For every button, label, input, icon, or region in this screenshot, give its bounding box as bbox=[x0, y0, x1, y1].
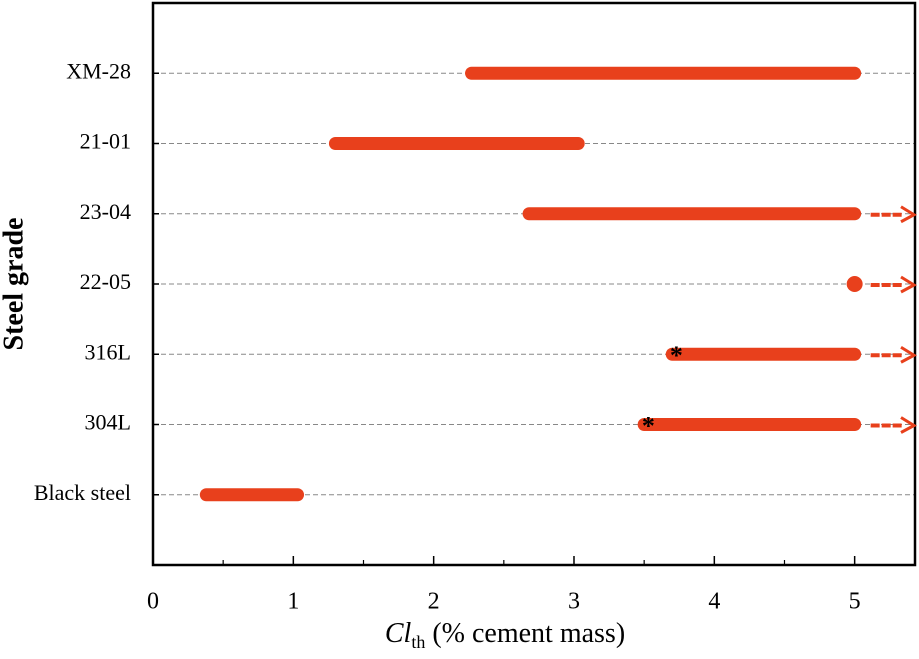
x-label-main: Cl bbox=[385, 618, 412, 649]
open-arrow-head bbox=[900, 416, 918, 434]
annotation: * bbox=[642, 411, 655, 440]
x-tick-label: 4 bbox=[708, 589, 720, 615]
x-tick-label: 3 bbox=[568, 589, 580, 615]
y-tick-label: 21-01 bbox=[80, 129, 131, 154]
x-tick-label: 1 bbox=[287, 589, 299, 615]
y-tick-label: 316L bbox=[85, 339, 131, 364]
y-tick-label: Black steel bbox=[34, 480, 131, 505]
x-label-sub: th bbox=[411, 632, 425, 652]
range-point bbox=[846, 276, 863, 292]
annotation: * bbox=[670, 341, 683, 370]
y-tick-label: 23-04 bbox=[80, 199, 131, 224]
y-axis-label: Steel grade bbox=[0, 218, 29, 351]
x-tick-label: 2 bbox=[428, 589, 440, 615]
open-arrow-head bbox=[900, 205, 918, 224]
open-arrow-head bbox=[900, 345, 918, 364]
x-label-rest: (% cement mass) bbox=[425, 618, 625, 649]
open-arrow-head bbox=[900, 275, 918, 294]
y-tick-label: 304L bbox=[85, 410, 131, 435]
y-tick-label: XM-28 bbox=[66, 58, 131, 83]
x-axis-label: Clth (% cement mass) bbox=[385, 618, 625, 652]
y-tick-label: 22-05 bbox=[80, 269, 131, 294]
x-tick-label: 0 bbox=[147, 589, 159, 615]
x-tick-label: 5 bbox=[849, 589, 861, 615]
